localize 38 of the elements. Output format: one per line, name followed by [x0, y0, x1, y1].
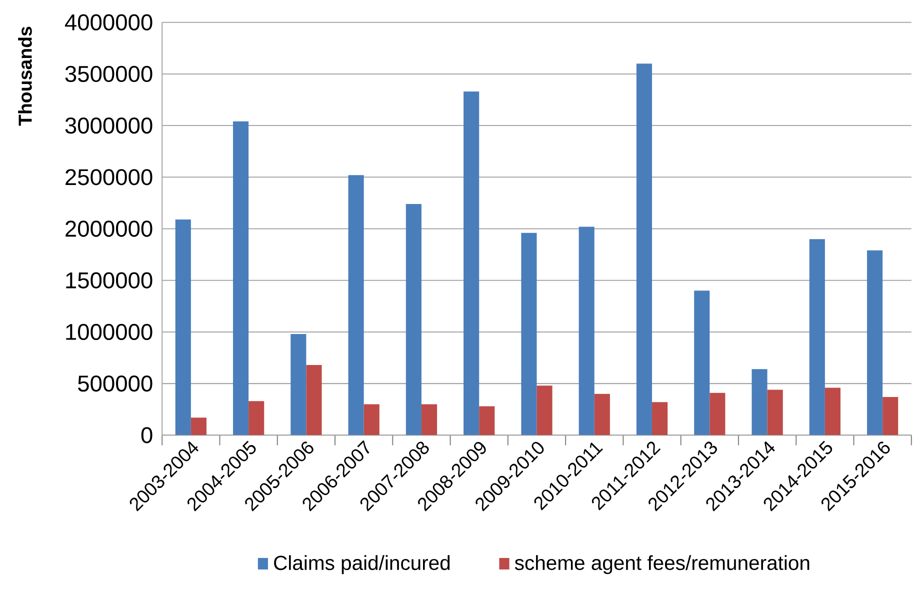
bar	[348, 175, 364, 436]
bar	[521, 232, 537, 436]
bar	[421, 404, 438, 436]
y-tick-label: 4000000	[64, 14, 152, 30]
bar	[867, 250, 883, 436]
y-tick-label: 3500000	[65, 66, 152, 82]
y-tick-label: 1500000	[66, 272, 152, 288]
y-tick-label: 1000000	[66, 324, 152, 340]
y-tick-label: 2000000	[66, 220, 152, 237]
bar	[652, 402, 668, 436]
bar	[406, 204, 422, 436]
bar	[306, 364, 322, 436]
bar	[752, 369, 768, 436]
bar	[767, 390, 783, 436]
bar	[479, 406, 495, 436]
bar	[694, 290, 710, 436]
legend-label: Claims paid/incured	[274, 555, 450, 574]
bar	[882, 396, 898, 436]
legend-label: scheme agent fees/remuneration	[514, 555, 810, 574]
y-tick-label: 3000000	[65, 117, 152, 134]
bar	[190, 418, 206, 436]
bar	[536, 386, 552, 436]
bar	[636, 64, 652, 436]
bar	[175, 219, 191, 436]
y-tick-label: 2500000	[66, 169, 152, 186]
y-tick-label: 0	[141, 427, 152, 444]
bar	[364, 404, 380, 436]
bar	[710, 392, 726, 436]
bar	[290, 334, 306, 436]
bar	[233, 121, 249, 436]
bar	[248, 401, 264, 436]
bar	[578, 226, 594, 436]
bar	[464, 91, 480, 436]
bar	[824, 388, 840, 436]
y-tick-label: 500000	[78, 375, 152, 392]
bar	[594, 394, 610, 436]
y-axis-title: Thousands	[18, 26, 32, 126]
bar	[809, 239, 825, 436]
